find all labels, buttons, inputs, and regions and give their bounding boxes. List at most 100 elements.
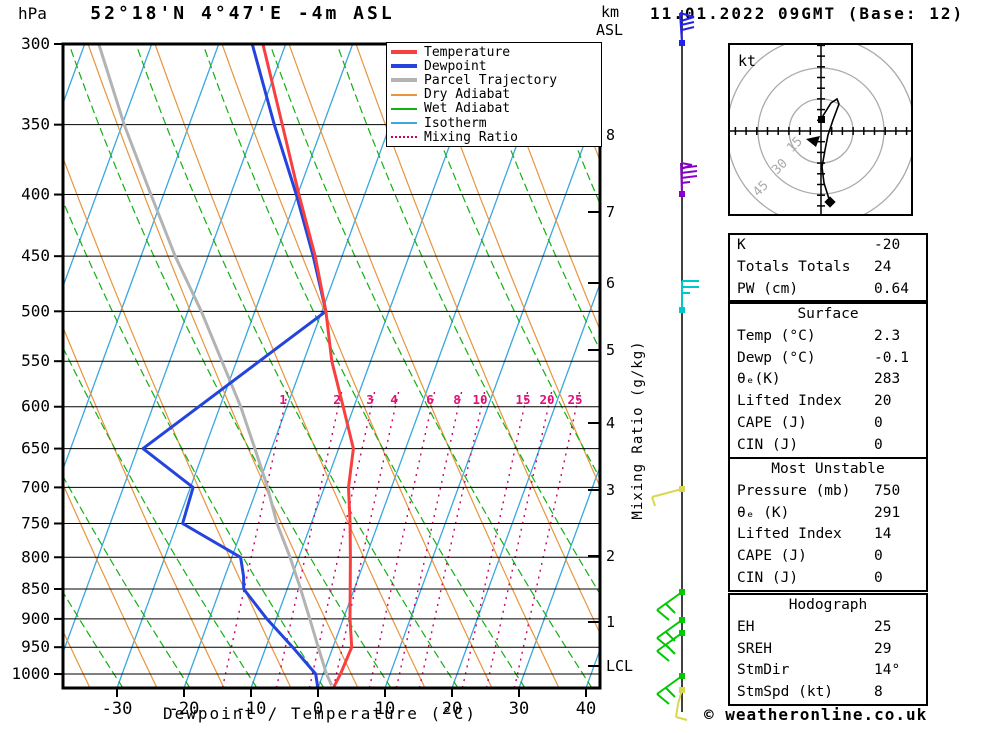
svg-text:4: 4 — [606, 414, 615, 432]
legend-row: Wet Adiabat — [391, 102, 601, 116]
svg-text:850: 850 — [21, 579, 50, 598]
lcl-label: LCL — [606, 657, 633, 675]
info-value: 0 — [874, 548, 883, 565]
legend-swatch — [391, 136, 417, 139]
svg-text:5: 5 — [606, 341, 615, 359]
temperature-curve — [261, 44, 355, 688]
mixing-ratio-labels: 1 2 3 4 6 8 10 15 20 25 — [279, 392, 582, 407]
ring-label: 15 — [784, 134, 806, 156]
wind-barb-column — [651, 10, 699, 721]
svg-text:700: 700 — [21, 477, 50, 496]
info-row: θₑ (K) 291 — [730, 503, 926, 525]
info-row: Lifted Index 20 — [730, 391, 926, 413]
temperature-axis-label: Dewpoint / Temperature (°C) — [162, 704, 478, 723]
info-value: 20 — [874, 393, 892, 410]
info-row: PW (cm) 0.64 — [730, 279, 926, 301]
km-axis: 8 7 6 5 4 3 2 1 LCL — [588, 126, 633, 675]
info-value: 14 — [874, 526, 892, 543]
info-row: EH 25 — [730, 617, 926, 639]
info-value: -20 — [874, 237, 901, 253]
info-row: CIN (J) 0 — [730, 568, 926, 590]
svg-text:950: 950 — [21, 637, 50, 656]
wind-barb — [679, 280, 699, 313]
mixing-ratio-axis-label: Mixing Ratio (g/kg) — [630, 340, 646, 520]
info-row: CAPE (J) 0 — [730, 413, 926, 435]
svg-text:8: 8 — [606, 126, 615, 144]
legend-swatch — [391, 64, 417, 69]
svg-text:-10: -10 — [236, 699, 267, 719]
legend-row: Isotherm — [391, 116, 601, 130]
svg-text:1: 1 — [606, 613, 615, 631]
wind-barb — [679, 12, 695, 46]
legend-label: Dewpoint — [424, 58, 487, 74]
legend: Temperature Dewpoint Parcel Trajectory Dry … — [386, 42, 602, 148]
info-label: θₑ (K) — [737, 504, 790, 521]
info-value: 24 — [874, 258, 892, 275]
info-label: CAPE (J) — [737, 548, 807, 565]
legend-swatch — [391, 122, 417, 125]
sounding-curves — [97, 44, 355, 688]
legend-swatch — [391, 50, 417, 55]
info-row: SREH 29 — [730, 639, 926, 661]
info-row: Temp (°C) 2.3 — [730, 326, 926, 348]
svg-text:500: 500 — [21, 301, 50, 320]
parcel-trajectory-curve — [97, 44, 334, 687]
legend-swatch — [391, 93, 417, 96]
legend-row: Mixing Ratio — [391, 130, 601, 144]
legend-label: Mixing Ratio — [424, 129, 518, 145]
legend-row: Dry Adiabat — [391, 88, 601, 102]
info-row: Lifted Index 14 — [730, 524, 926, 546]
info-box-title: Surface — [797, 306, 859, 322]
svg-text:450: 450 — [21, 246, 50, 265]
mixing-ratio-lines — [221, 391, 581, 688]
info-row: Pressure (mb) 750 — [730, 481, 926, 503]
copyright: © weatheronline.co.uk — [704, 705, 928, 724]
svg-text:300: 300 — [21, 34, 50, 53]
wind-barb — [656, 673, 685, 705]
info-value: 8 — [874, 684, 883, 701]
info-value: 283 — [874, 371, 901, 388]
legend-swatch — [391, 78, 417, 83]
legend-label: Temperature — [424, 44, 511, 60]
info-label: CIN (J) — [737, 436, 799, 453]
legend-row: Temperature — [391, 45, 601, 59]
km-axis-label: km — [601, 3, 620, 21]
info-value: 0.64 — [874, 280, 909, 297]
info-box-title: Hodograph — [788, 597, 868, 613]
info-label: Pressure (mb) — [737, 482, 851, 499]
svg-text:750: 750 — [21, 513, 50, 532]
info-box-title: Most Unstable — [771, 461, 885, 477]
info-value: 25 — [874, 618, 892, 635]
svg-text:900: 900 — [21, 609, 50, 628]
svg-text:-30: -30 — [102, 699, 133, 719]
info-label: Dewp (°C) — [737, 349, 816, 366]
station-title: 52°18'N 4°47'E -4m ASL — [90, 3, 395, 24]
info-value: 0 — [874, 414, 883, 431]
info-box-most-unstable: Most Unstable Pressure (mb) 750 θₑ (K) 291 Li… — [728, 457, 928, 592]
ring-label: 30 — [769, 156, 791, 178]
info-label: SREH — [737, 640, 772, 657]
temperature-axis: -30 -20 -10 0 10 20 30 40 — [102, 688, 596, 719]
svg-text:0: 0 — [313, 699, 323, 719]
info-label: Lifted Index — [737, 526, 842, 543]
info-row: CAPE (J) 0 — [730, 546, 926, 568]
hodograph-marker-diamond — [824, 196, 836, 208]
info-box: K -20 Totals Totals 24 PW (cm) 0.64 — [728, 233, 928, 303]
info-value: 2.3 — [874, 327, 901, 344]
info-row: K -20 — [730, 235, 926, 257]
storm-motion-arrow — [806, 136, 820, 147]
info-label: PW (cm) — [737, 280, 799, 297]
info-label: θₑ(K) — [737, 371, 781, 388]
info-label: StmDir — [737, 662, 790, 679]
svg-text:15: 15 — [515, 392, 530, 407]
legend-label: Dry Adiabat — [424, 87, 511, 103]
svg-text:400: 400 — [21, 185, 50, 204]
legend-label: Parcel Trajectory — [424, 72, 558, 88]
svg-text:6: 6 — [426, 392, 434, 407]
svg-text:10: 10 — [472, 392, 487, 407]
svg-text:3: 3 — [606, 481, 615, 499]
info-row: Dewp (°C) -0.1 — [730, 348, 926, 370]
info-value: 291 — [874, 504, 901, 521]
info-label: StmSpd (kt) — [737, 684, 834, 701]
